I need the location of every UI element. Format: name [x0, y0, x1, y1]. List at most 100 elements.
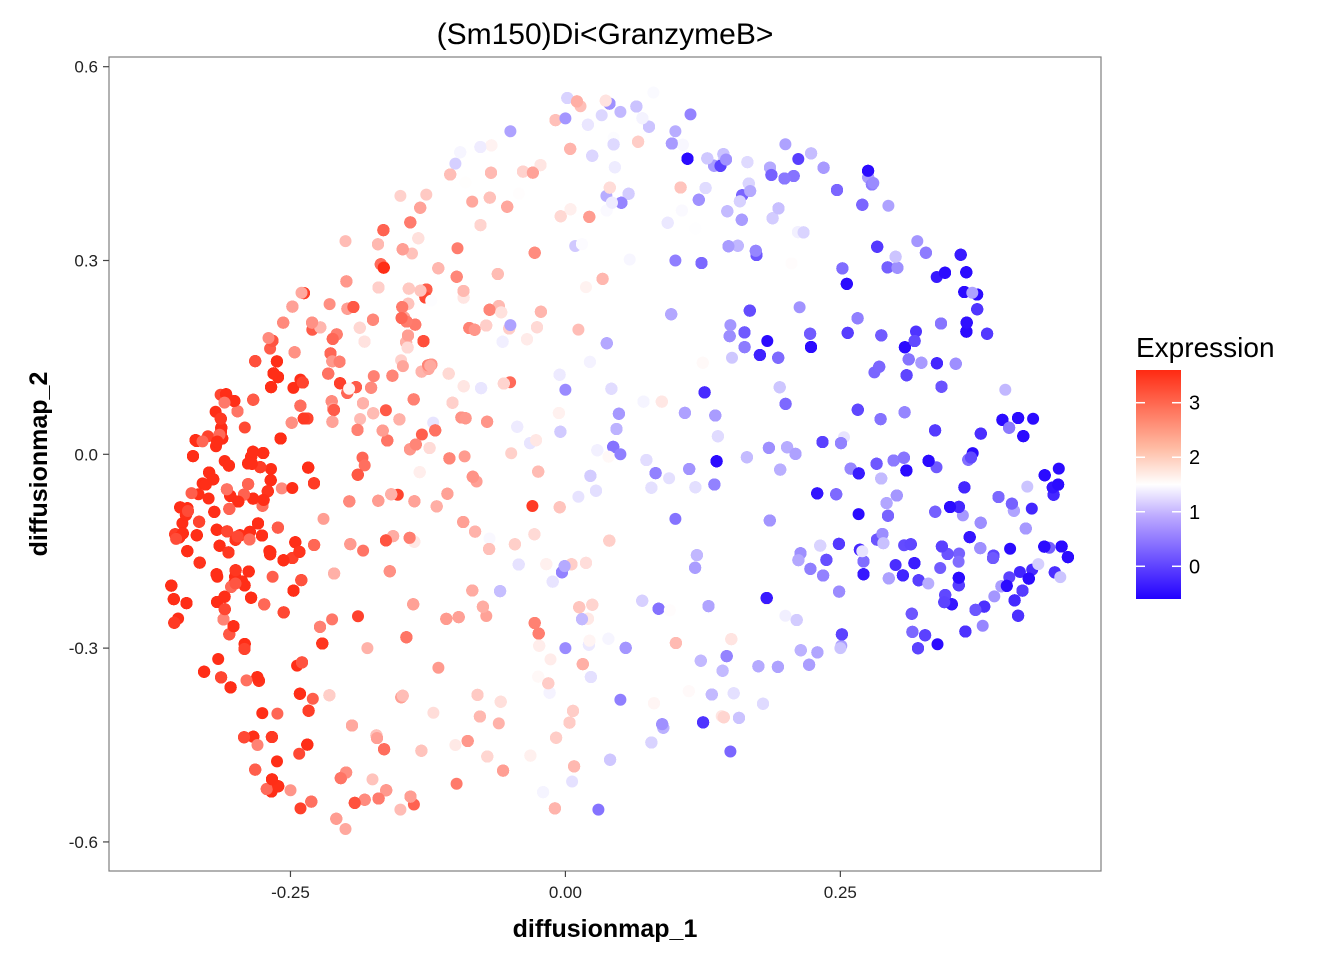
scatter-point [425, 294, 438, 307]
scatter-point [245, 591, 258, 604]
scatter-point [265, 463, 277, 475]
scatter-point [274, 432, 287, 445]
scatter-point [595, 109, 608, 122]
scatter-point [774, 463, 787, 476]
scatter-point [377, 224, 390, 237]
scatter-point [483, 303, 496, 316]
scatter-point [692, 193, 705, 206]
scatter-point [504, 125, 517, 138]
scatter-point [346, 719, 358, 732]
scatter-point [517, 165, 529, 178]
scatter-point [596, 272, 609, 285]
scatter-point [816, 436, 829, 448]
scatter-point [632, 135, 645, 148]
scatter-point [262, 332, 275, 344]
scatter-point [533, 639, 546, 652]
scatter-point [378, 743, 391, 756]
scatter-point [534, 305, 547, 318]
scatter-point [741, 156, 754, 169]
scatter-point [284, 784, 297, 797]
legend-tick-label: 1 [1189, 502, 1200, 524]
scatter-point [218, 396, 231, 409]
scatter-point [217, 613, 230, 626]
scatter-point [952, 571, 965, 584]
scatter-point [351, 423, 364, 436]
scatter-point [669, 512, 682, 525]
scatter-point [168, 616, 181, 629]
scatter-point [223, 502, 236, 515]
scatter-point [696, 356, 709, 369]
scatter-point [501, 200, 514, 213]
scatter-point [1055, 540, 1068, 553]
scatter-point [891, 261, 904, 274]
scatter-point [210, 568, 223, 581]
scatter-point [372, 792, 385, 805]
scatter-point [665, 308, 678, 321]
scatter-point [543, 686, 556, 699]
scatter-point [851, 403, 864, 416]
scatter-point [740, 451, 753, 464]
scatter-point [987, 552, 999, 564]
scatter-point [709, 409, 722, 422]
scatter-point [328, 567, 341, 580]
scatter-point [689, 481, 702, 494]
scatter-point [440, 612, 453, 625]
scatter-point [367, 313, 379, 326]
scatter-point [896, 569, 909, 582]
legend: Expression 0 1 2 3 [1136, 332, 1275, 599]
scatter-point [663, 604, 676, 617]
scatter-point [385, 488, 398, 501]
scatter-point [552, 407, 565, 419]
scatter-point [450, 270, 463, 283]
scatter-point [871, 240, 884, 253]
scatter-point [394, 189, 407, 202]
scatter-point [573, 601, 586, 614]
scatter-point [181, 545, 194, 558]
scatter-point [622, 187, 635, 200]
scatter-point [912, 574, 925, 587]
scatter-point [358, 793, 371, 806]
scatter-point [793, 301, 806, 314]
scatter-point [352, 610, 364, 623]
scatter-point [301, 738, 314, 751]
scatter-point [508, 538, 521, 551]
scatter-point [576, 238, 588, 251]
scatter-point [193, 556, 206, 569]
scatter-point [242, 478, 255, 491]
x-axis: -0.25 0.00 0.25 [271, 871, 857, 902]
scatter-point [193, 515, 206, 528]
scatter-point [443, 452, 456, 465]
scatter-point [874, 413, 887, 426]
scatter-point [554, 210, 567, 223]
scatter-point [678, 406, 691, 419]
scatter-point [265, 731, 278, 743]
scatter-point [326, 332, 339, 345]
scatter-point [377, 261, 390, 274]
scatter-point [229, 564, 242, 577]
scatter-point [367, 407, 380, 420]
scatter-point [317, 512, 330, 525]
scatter-point [804, 562, 817, 575]
scatter-point [929, 424, 942, 437]
scatter-point [723, 330, 736, 343]
scatter-point [1038, 469, 1051, 482]
scatter-point [669, 637, 682, 649]
scatter-point [504, 319, 517, 332]
scatter-point [532, 465, 545, 478]
scatter-point [302, 704, 315, 717]
scatter-point [407, 598, 420, 611]
scatter-point [224, 681, 237, 694]
scatter-point [1052, 462, 1065, 475]
scatter-point [316, 637, 329, 650]
scatter-point [496, 335, 509, 348]
scatter-point [361, 642, 374, 655]
scatter-point [358, 459, 371, 472]
scatter-point [258, 598, 271, 611]
scatter-point [882, 572, 895, 585]
scatter-point [358, 335, 371, 348]
scatter-point [690, 549, 703, 562]
scatter-point [612, 407, 625, 420]
scatter-point [681, 152, 694, 165]
scatter-point [466, 584, 479, 597]
scatter-point [689, 561, 702, 574]
